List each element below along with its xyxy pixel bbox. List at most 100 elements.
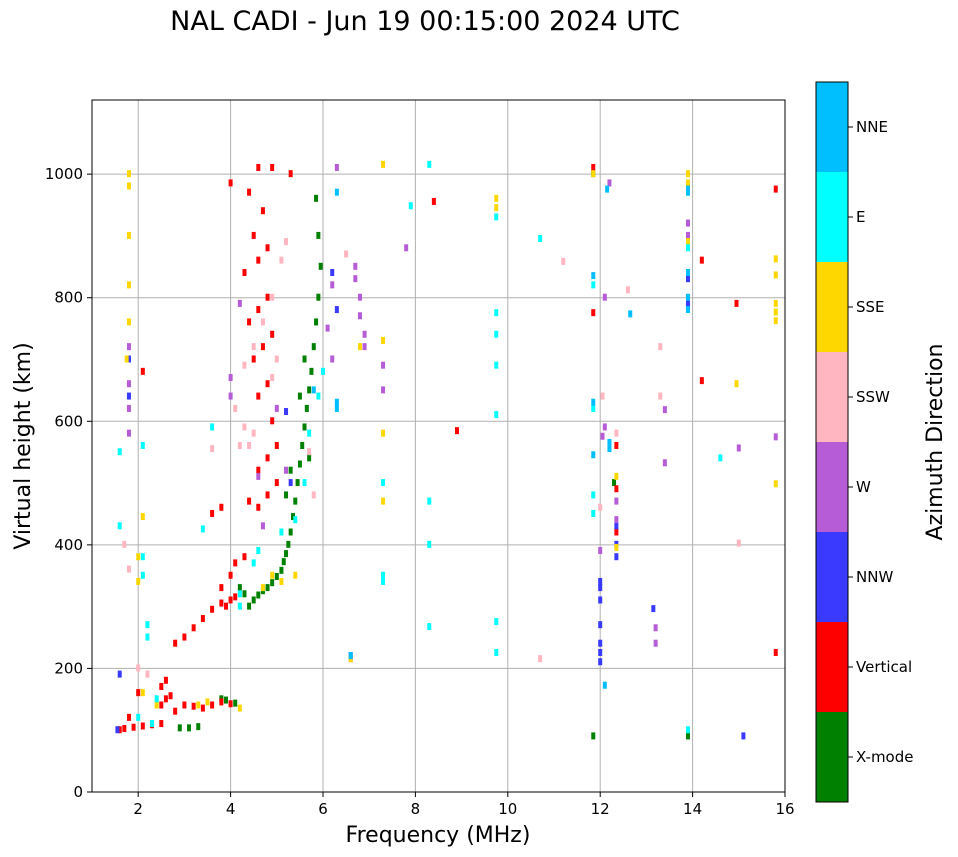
data-point [242,590,247,598]
data-point [191,702,196,710]
colorbar-frame [815,81,849,803]
data-point [260,318,265,326]
data-point [494,309,499,317]
data-point [288,479,293,487]
data-point [357,293,362,301]
data-point [219,599,224,607]
data-point [219,503,224,511]
data-point [658,343,663,351]
data-point [126,429,131,437]
data-point [136,664,141,672]
colorbar-swatch [816,262,848,352]
data-point [598,584,603,592]
data-point [344,250,349,258]
data-point [279,577,284,585]
data-point [307,429,312,437]
data-point [662,406,667,414]
data-point [431,197,436,205]
data-point [159,682,164,690]
data-point [334,404,339,412]
data-point [256,256,261,264]
x-tick-label: 14 [683,800,702,818]
data-point [126,281,131,289]
data-point [658,392,663,400]
data-point [288,528,293,536]
data-point [117,726,122,734]
data-point [381,361,386,369]
data-point [265,380,270,388]
data-point [773,271,778,279]
data-point [427,497,432,505]
data-point [598,577,603,585]
data-point [182,701,187,709]
data-point [734,299,739,307]
data-point [304,404,309,412]
data-point [300,442,305,449]
data-point [260,522,265,530]
data-point [251,429,256,437]
data-point [256,591,261,599]
data-point [454,427,459,435]
data-point [284,408,289,416]
data-point [281,558,286,566]
colorbar-tick-label: E [856,208,865,226]
data-point [270,293,275,301]
data-point [685,244,690,252]
x-tick-label: 12 [591,800,610,818]
data-point [256,392,261,400]
data-point [270,417,275,425]
data-point [309,367,314,375]
data-point [334,163,339,171]
data-point [297,392,302,400]
data-point [736,444,741,452]
data-point [538,655,543,663]
data-point [561,257,566,265]
data-point [316,392,321,400]
colorbar-tick-label: SSE [856,298,885,316]
data-point [591,732,596,740]
data-point [126,343,131,351]
data-point [228,700,233,708]
x-tick-label: 10 [498,800,517,818]
data-point [251,231,256,239]
data-point [295,479,300,487]
y-tick-label: 800 [54,289,83,307]
data-point [736,539,741,547]
data-point [334,306,339,314]
data-point [307,386,312,394]
data-point [614,472,619,480]
data-point [316,293,321,301]
data-point [205,698,210,706]
data-point [284,466,289,474]
data-point [210,423,215,431]
x-tick-label: 8 [411,800,421,818]
data-point [598,503,603,511]
data-point [251,559,256,567]
data-point [773,317,778,325]
data-point [260,584,265,592]
data-point [228,571,233,579]
data-point [154,695,159,703]
data-point [140,553,145,561]
data-point [316,231,321,239]
data-point [265,244,270,252]
data-point [140,367,145,375]
data-point [124,355,129,363]
data-point [685,170,690,178]
data-point [591,404,596,412]
data-point [274,442,279,449]
data-point [274,572,279,580]
data-point [600,432,605,440]
data-point [662,459,667,467]
data-point [334,188,339,196]
data-point [279,528,284,536]
data-point [210,605,215,613]
data-point [247,442,252,449]
data-point [699,256,704,264]
data-point [614,528,619,536]
data-point [136,689,141,697]
data-point [122,540,127,548]
data-point [177,724,182,732]
colorbar-swatch [816,442,848,532]
data-point [362,330,367,338]
